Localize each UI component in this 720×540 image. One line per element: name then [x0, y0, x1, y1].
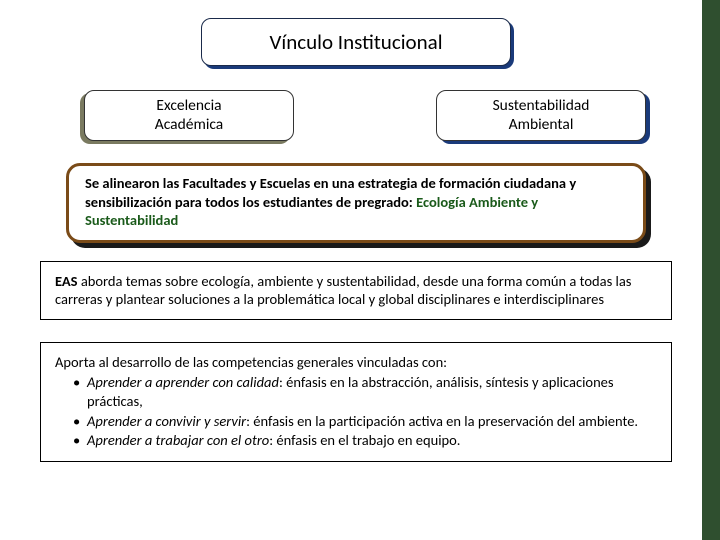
pill-sustentabilidad: Sustentabilidad Ambiental	[436, 90, 646, 141]
title-text: Vínculo Institucional	[269, 29, 442, 55]
item-label: Aprender a aprender con calidad	[87, 373, 279, 391]
item-label: Aprender a convivir y servir	[87, 412, 246, 430]
pill-excelencia: Excelencia Académica	[84, 90, 294, 141]
item-rest: : énfasis en la participación activa en …	[246, 412, 638, 430]
strategy-card: Se alinearon las Facultades y Escuelas e…	[66, 163, 646, 243]
eas-lead-rest: aborda temas sobre ecología, ambiente y …	[55, 272, 631, 309]
pill-right-line2: Ambiental	[447, 116, 635, 135]
eas-box: EAS aborda temas sobre ecología, ambient…	[40, 261, 672, 320]
strategy-text: Se alinearon las Facultades y Escuelas e…	[85, 174, 627, 230]
pills-row: Excelencia Académica Sustentabilidad Amb…	[24, 90, 688, 141]
eas-lead-bold: EAS	[55, 272, 78, 290]
pill-left-line2: Académica	[95, 116, 283, 135]
competencias-intro: Aporta al desarrollo de las competencias…	[55, 353, 657, 372]
item-label: Aprender a trabajar con el otro	[87, 431, 269, 449]
pill-left-line1: Excelencia	[95, 97, 283, 116]
list-item: Aprender a aprender con calidad: énfasis…	[73, 373, 657, 410]
competencias-box: Aporta al desarrollo de las competencias…	[40, 342, 672, 462]
list-item: Aprender a convivir y servir: énfasis en…	[73, 412, 657, 431]
pill-right-line1: Sustentabilidad	[447, 97, 635, 116]
list-item: Aprender a trabajar con el otro: énfasis…	[73, 431, 657, 450]
eas-paragraph: EAS aborda temas sobre ecología, ambient…	[55, 272, 657, 309]
slide-content: Vínculo Institucional Excelencia Académi…	[0, 0, 720, 502]
side-accent-bar	[702, 0, 720, 540]
competencias-list: Aprender a aprender con calidad : énfasis…	[55, 373, 657, 449]
title-box: Vínculo Institucional	[201, 18, 511, 66]
item-rest: : énfasis en el trabajo en equipo.	[269, 431, 460, 449]
